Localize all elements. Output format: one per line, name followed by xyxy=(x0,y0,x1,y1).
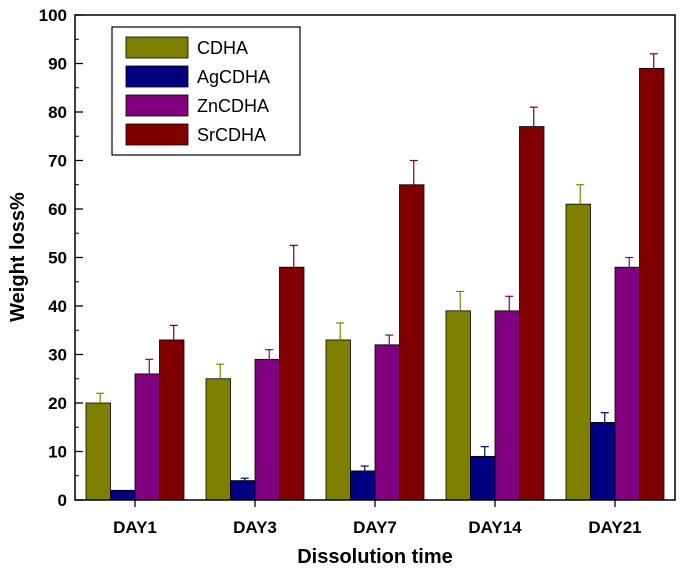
plot-frame xyxy=(74,14,676,501)
bar-agcdha-day3 xyxy=(230,480,256,501)
bar-srcdha-day14 xyxy=(519,126,545,501)
legend: CDHA AgCDHA ZnCDHA SrCDHA xyxy=(111,26,301,156)
bar-agcdha-day7 xyxy=(350,470,376,501)
x-tick-label: DAY3 xyxy=(233,518,277,537)
x-axis-title: Dissolution time xyxy=(297,546,453,568)
legend-swatch-zncdha xyxy=(125,94,189,117)
bar-agcdha-day14 xyxy=(470,455,496,501)
x-tick-label: DAY7 xyxy=(353,518,397,537)
bar-cdha-day7 xyxy=(325,339,351,501)
y-axis-ticks: 0 10 20 30 40 50 60 70 80 90 100 xyxy=(39,6,83,510)
legend-label-zncdha: ZnCDHA xyxy=(197,96,269,116)
x-tick-label: DAY14 xyxy=(468,518,522,537)
legend-swatch-agcdha xyxy=(125,65,189,88)
bar-srcdha-day21 xyxy=(639,67,665,501)
bar-zncdha-day21 xyxy=(614,266,640,501)
y-tick-label: 100 xyxy=(39,6,67,25)
bar-srcdha-day3 xyxy=(279,266,305,501)
legend-label-srcdha: SrCDHA xyxy=(197,125,266,145)
legend-swatch-srcdha xyxy=(125,123,189,146)
y-tick-label: 40 xyxy=(48,297,67,316)
bar-series-group xyxy=(85,67,665,501)
x-tick-label: DAY1 xyxy=(113,518,157,537)
bar-srcdha-day7 xyxy=(399,184,425,501)
x-axis-ticks: DAY1 DAY3 DAY7 DAY14 DAY21 xyxy=(113,500,642,537)
bar-cdha-day3 xyxy=(205,378,231,501)
bar-cdha-day14 xyxy=(445,310,471,501)
y-tick-label: 80 xyxy=(48,103,67,122)
bar-agcdha-day21 xyxy=(590,421,616,501)
error-bars-group xyxy=(96,53,658,481)
y-tick-label: 50 xyxy=(48,249,67,268)
x-tick-label: DAY21 xyxy=(588,518,641,537)
legend-swatch-cdha xyxy=(125,36,189,59)
legend-label-cdha: CDHA xyxy=(197,38,248,58)
legend-label-agcdha: AgCDHA xyxy=(197,67,270,87)
y-tick-label: 30 xyxy=(48,346,67,365)
bar-zncdha-day7 xyxy=(374,344,400,501)
y-tick-label: 90 xyxy=(48,55,67,74)
bar-cdha-day21 xyxy=(565,203,591,501)
bar-agcdha-day1 xyxy=(110,489,136,501)
bar-cdha-day1 xyxy=(85,402,111,501)
bar-zncdha-day1 xyxy=(134,373,160,501)
y-tick-label: 60 xyxy=(48,200,67,219)
y-tick-label: 0 xyxy=(58,491,67,510)
y-axis-title: Weight loss% xyxy=(7,192,29,322)
bar-zncdha-day14 xyxy=(494,310,520,501)
y-tick-label: 10 xyxy=(48,443,67,462)
bar-zncdha-day3 xyxy=(254,358,280,501)
y-tick-label: 70 xyxy=(48,152,67,171)
bar-srcdha-day1 xyxy=(159,339,185,501)
y-tick-label: 20 xyxy=(48,394,67,413)
